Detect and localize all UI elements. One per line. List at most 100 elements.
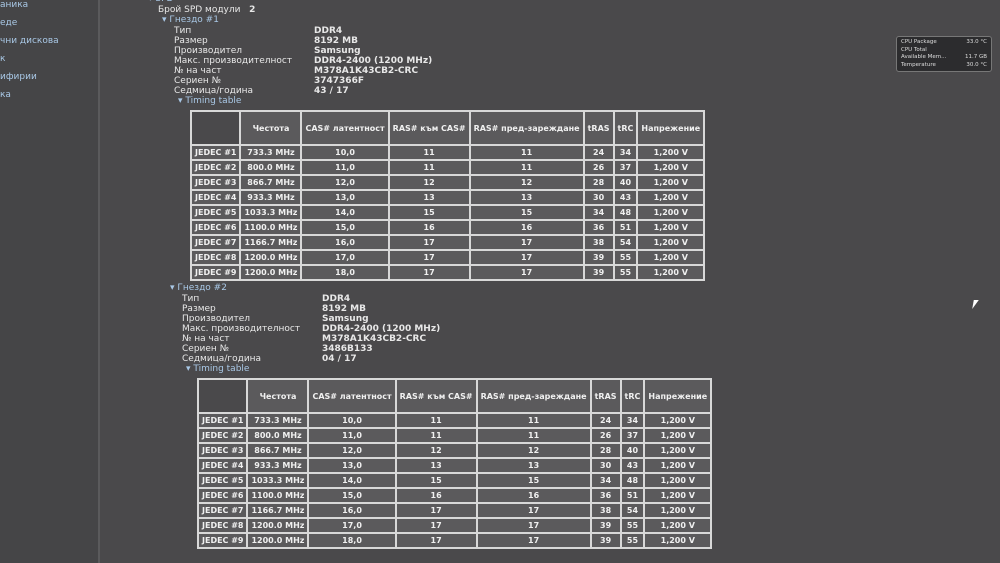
- table-row: JEDEC #5 1033.3 MHz 14,0 15 15 34 48 1,200 V: [199, 474, 711, 487]
- table-cell: 1,200 V: [645, 504, 711, 517]
- field-label: Брой SPD модули: [158, 5, 241, 15]
- table-cell: 39: [584, 251, 613, 264]
- table-cell: 12,0: [302, 176, 388, 189]
- table-cell: 1,200 V: [645, 459, 711, 472]
- table-cell: 1200.0 MHz: [248, 534, 308, 547]
- field-value: 2: [249, 5, 256, 15]
- table-cell: 11: [470, 161, 583, 174]
- field-label: № на част: [182, 334, 230, 344]
- column-header: Напрежение: [638, 112, 704, 144]
- table-cell: 13: [389, 191, 469, 204]
- table-cell: 13: [396, 459, 476, 472]
- slot-node[interactable]: ▾ Гнездо #1: [162, 15, 219, 25]
- timing-table: Честота CAS# латентност RAS# към CAS# RAS# …: [190, 110, 706, 281]
- table-cell: 43: [614, 191, 637, 204]
- table-cell: 14,0: [309, 474, 395, 487]
- table-cell: 1,200 V: [638, 236, 704, 249]
- sidebar-item[interactable]: чни дискова: [0, 36, 59, 46]
- widget-label: CPU Package: [901, 39, 937, 45]
- widget-row: Temperature 30.0 °C: [901, 62, 987, 70]
- table-cell: 17,0: [309, 519, 395, 532]
- row-label: JEDEC #7: [199, 504, 247, 517]
- sidebar-item[interactable]: ка: [0, 90, 11, 100]
- table-cell: 16: [477, 489, 590, 502]
- table-cell: 24: [591, 414, 620, 427]
- row-label: JEDEC #3: [199, 444, 247, 457]
- table-cell: 1,200 V: [645, 534, 711, 547]
- table-cell: 1,200 V: [645, 489, 711, 502]
- table-cell: 14,0: [302, 206, 388, 219]
- table-cell: 13: [477, 459, 590, 472]
- table-cell: 10,0: [309, 414, 395, 427]
- column-header: RAS# пред-зареждане: [470, 112, 583, 144]
- sidebar-item[interactable]: аника: [0, 0, 29, 10]
- table-cell: 733.3 MHz: [248, 414, 308, 427]
- table-cell: 26: [591, 429, 620, 442]
- table-cell: 11,0: [309, 429, 395, 442]
- row-label: JEDEC #1: [199, 414, 247, 427]
- module-count-row: Брой SPD модули 2: [148, 5, 712, 15]
- table-cell: 1,200 V: [638, 266, 704, 279]
- field-label: Сериен №: [174, 76, 222, 86]
- column-header: CAS# латентност: [302, 112, 388, 144]
- table-cell: 30: [591, 459, 620, 472]
- table-cell: 43: [621, 459, 644, 472]
- table-cell: 11: [396, 414, 476, 427]
- table-cell: 34: [584, 206, 613, 219]
- table-cell: 55: [614, 266, 637, 279]
- field-label: Размер: [174, 36, 208, 46]
- row-label: JEDEC #3: [192, 176, 240, 189]
- table-cell: 34: [591, 474, 620, 487]
- sidebar-item[interactable]: ифирии: [0, 72, 37, 82]
- tree-node-spd[interactable]: ▾ SPD: [148, 0, 712, 5]
- table-cell: 55: [621, 534, 644, 547]
- table-row: JEDEC #4 933.3 MHz 13,0 13 13 30 43 1,200 V: [199, 459, 711, 472]
- field-value: 8192 MB: [322, 304, 366, 314]
- table-cell: 15,0: [302, 221, 388, 234]
- table-cell: 800.0 MHz: [241, 161, 301, 174]
- table-cell: 16: [396, 489, 476, 502]
- widget-row: CPU Package 33.0 °C: [901, 39, 987, 47]
- table-cell: 51: [621, 489, 644, 502]
- table-cell: 18,0: [302, 266, 388, 279]
- sidebar-item[interactable]: к: [0, 54, 6, 64]
- timing-table-node[interactable]: ▾ Timing table: [178, 96, 242, 106]
- timing-table: Честота CAS# латентност RAS# към CAS# RAS# …: [197, 378, 713, 549]
- table-cell: 11: [396, 429, 476, 442]
- field-row: Сериен № 3486B133: [148, 344, 712, 354]
- table-cell: 1200.0 MHz: [248, 519, 308, 532]
- row-label: JEDEC #2: [199, 429, 247, 442]
- table-cell: 55: [621, 519, 644, 532]
- table-cell: 1,200 V: [645, 474, 711, 487]
- table-cell: 1,200 V: [638, 146, 704, 159]
- field-row: Седмица/година 43 / 17: [148, 86, 712, 96]
- timing-table-node[interactable]: ▾ Timing table: [186, 364, 250, 374]
- table-cell: 1,200 V: [645, 429, 711, 442]
- table-cell: 34: [621, 414, 644, 427]
- table-cell: 38: [591, 504, 620, 517]
- table-cell: 15: [389, 206, 469, 219]
- table-cell: 11: [389, 146, 469, 159]
- table-row: JEDEC #4 933.3 MHz 13,0 13 13 30 43 1,200 V: [192, 191, 704, 204]
- field-label: Производител: [174, 46, 243, 56]
- sidebar-item[interactable]: еде: [0, 18, 18, 28]
- slot-node[interactable]: ▾ Гнездо #2: [170, 283, 227, 293]
- row-label: JEDEC #2: [192, 161, 240, 174]
- row-label: JEDEC #8: [192, 251, 240, 264]
- row-label: JEDEC #6: [199, 489, 247, 502]
- column-header: Напрежение: [645, 380, 711, 412]
- table-row: JEDEC #2 800.0 MHz 11,0 11 11 26 37 1,200 V: [199, 429, 711, 442]
- field-row: Размер 8192 MB: [148, 36, 712, 46]
- table-cell: 17: [389, 236, 469, 249]
- table-cell: 1166.7 MHz: [248, 504, 308, 517]
- field-row: Макс. производителност DDR4-2400 (1200 MH…: [148, 324, 712, 334]
- table-cell: 39: [591, 519, 620, 532]
- table-cell: 17: [470, 251, 583, 264]
- row-label: JEDEC #9: [199, 534, 247, 547]
- table-cell: 17: [389, 266, 469, 279]
- table-cell: 16,0: [309, 504, 395, 517]
- column-header: tRC: [614, 112, 637, 144]
- field-value: M378A1K43CB2-CRC: [322, 334, 427, 344]
- table-cell: 36: [591, 489, 620, 502]
- table-cell: 15,0: [309, 489, 395, 502]
